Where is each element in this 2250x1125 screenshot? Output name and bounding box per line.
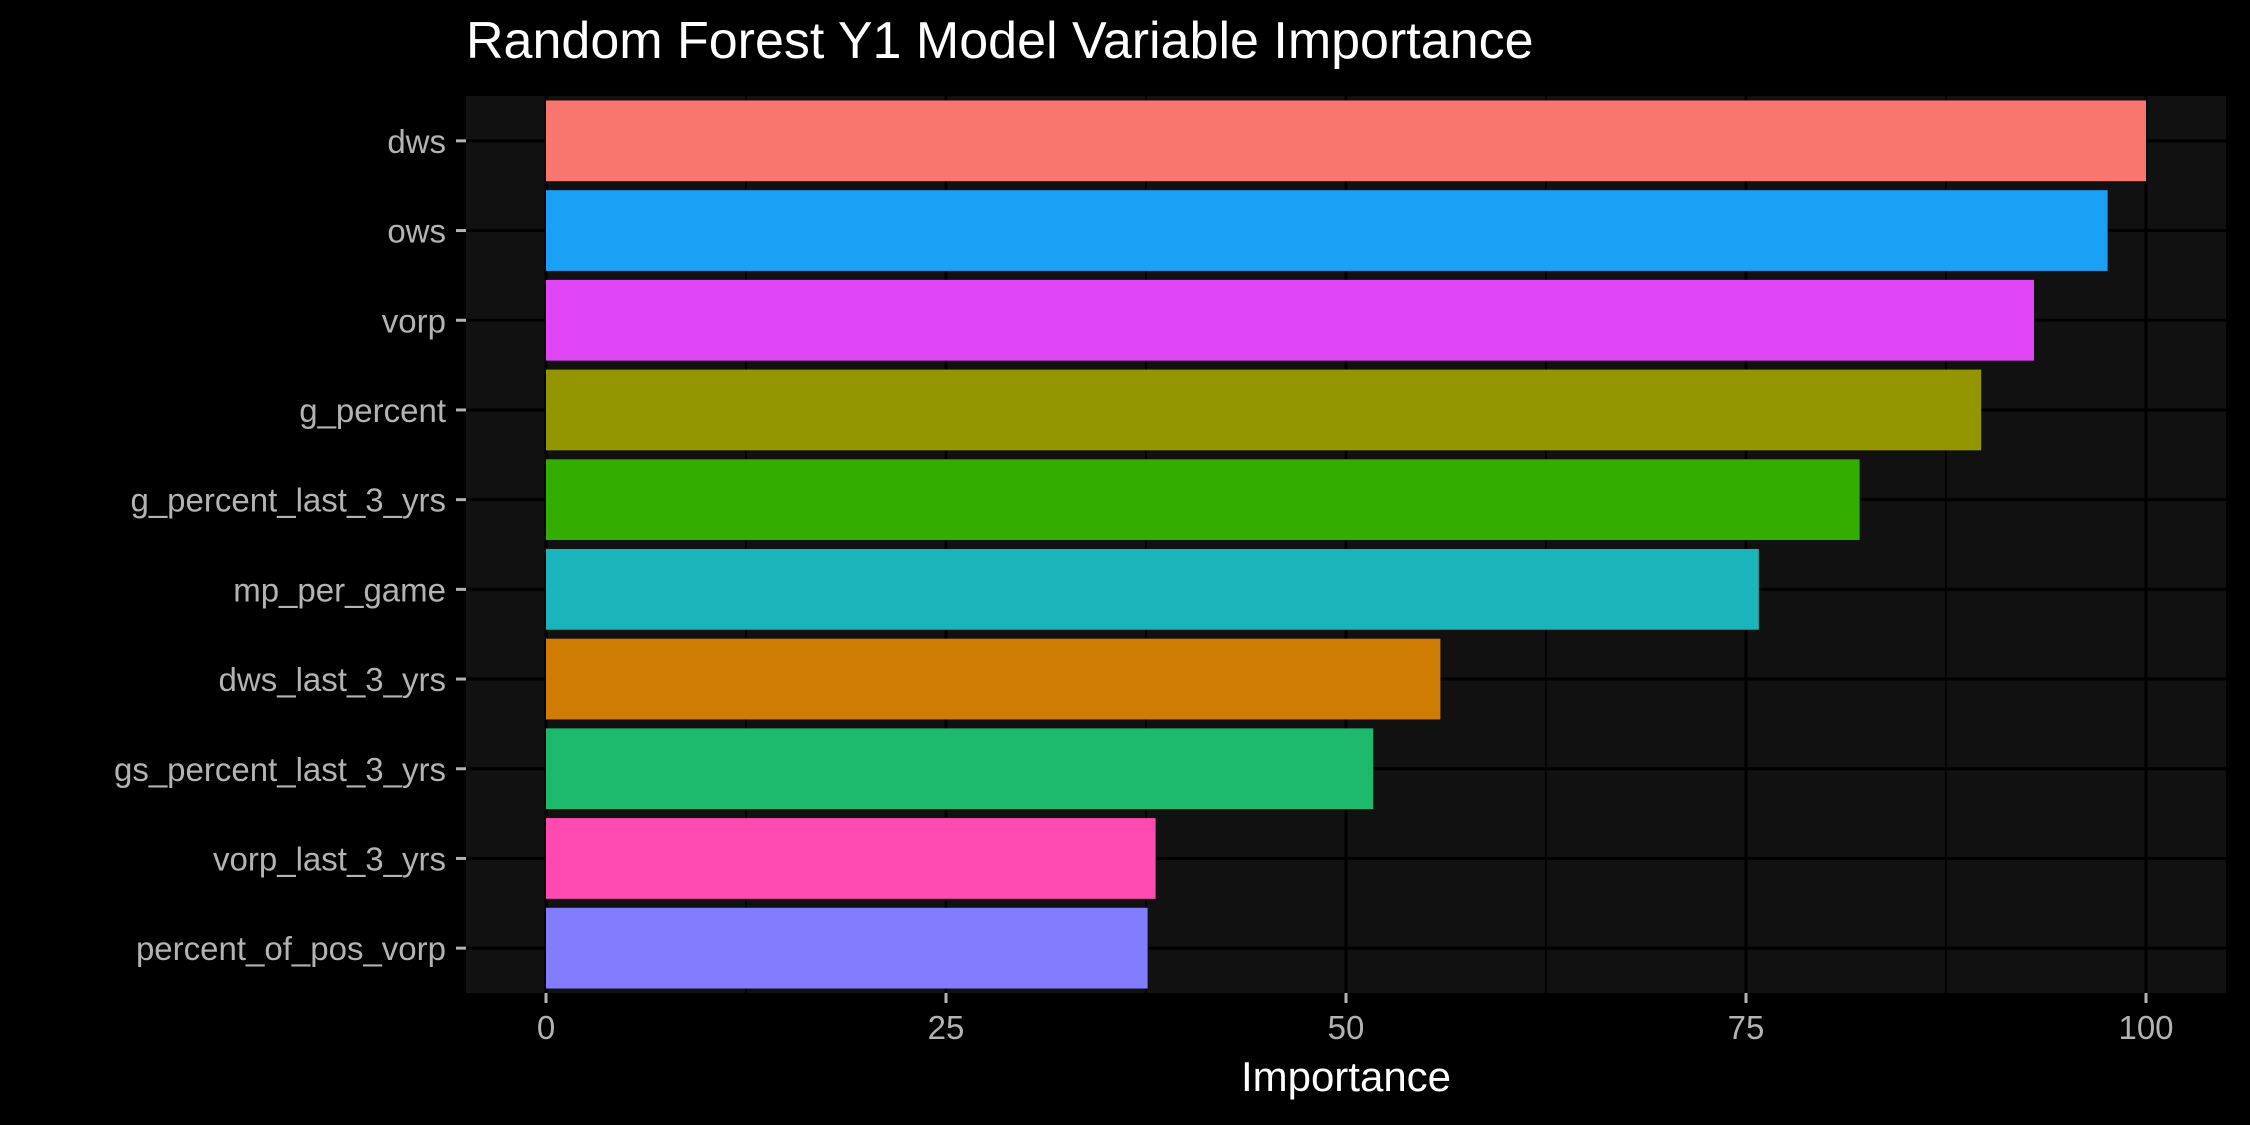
y-tick-label: dws xyxy=(387,123,446,160)
x-tick-label: 50 xyxy=(1328,1009,1365,1046)
bar-gs-percent-last-3-yrs xyxy=(546,728,1374,810)
y-tick-label: mp_per_game xyxy=(233,571,446,608)
y-tick-label: g_percent_last_3_yrs xyxy=(130,482,446,519)
bars xyxy=(546,100,2146,989)
bar-mp-per-game xyxy=(546,548,1759,630)
x-axis-label: Importance xyxy=(1241,1053,1451,1100)
x-axis: 0 25 50 75 100 xyxy=(537,993,2174,1046)
x-tick-label: 100 xyxy=(2118,1009,2173,1046)
y-tick-label: g_percent xyxy=(299,392,446,429)
bar-percent-of-pos-vorp xyxy=(546,907,1148,989)
bar-dws-last-3-yrs xyxy=(546,638,1441,720)
y-axis: dws ows vorp g_percent g_percent_last_3_yrsm… xyxy=(114,123,466,967)
bar-dws xyxy=(546,100,2146,182)
bar-g-percent xyxy=(546,369,1982,451)
y-tick-label: ows xyxy=(387,213,446,250)
bar-g-percent-last-3-yrs xyxy=(546,459,1860,541)
y-tick-label: dws_last_3_yrs xyxy=(219,661,446,698)
y-tick-label: percent_of_pos_vorp xyxy=(136,930,446,967)
x-tick-label: 0 xyxy=(537,1009,555,1046)
y-tick-label: vorp xyxy=(382,302,446,339)
bar-vorp xyxy=(546,279,2034,361)
chart-title: Random Forest Y1 Model Variable Importan… xyxy=(466,12,1534,70)
bar-ows xyxy=(546,190,2108,271)
bar-vorp-last-3-yrs xyxy=(546,818,1156,899)
y-tick-label: vorp_last_3_yrs xyxy=(213,840,446,877)
x-tick-label: 75 xyxy=(1728,1009,1765,1046)
x-tick-label: 25 xyxy=(928,1009,965,1046)
y-tick-label: gs_percent_last_3_yrs xyxy=(114,751,446,788)
